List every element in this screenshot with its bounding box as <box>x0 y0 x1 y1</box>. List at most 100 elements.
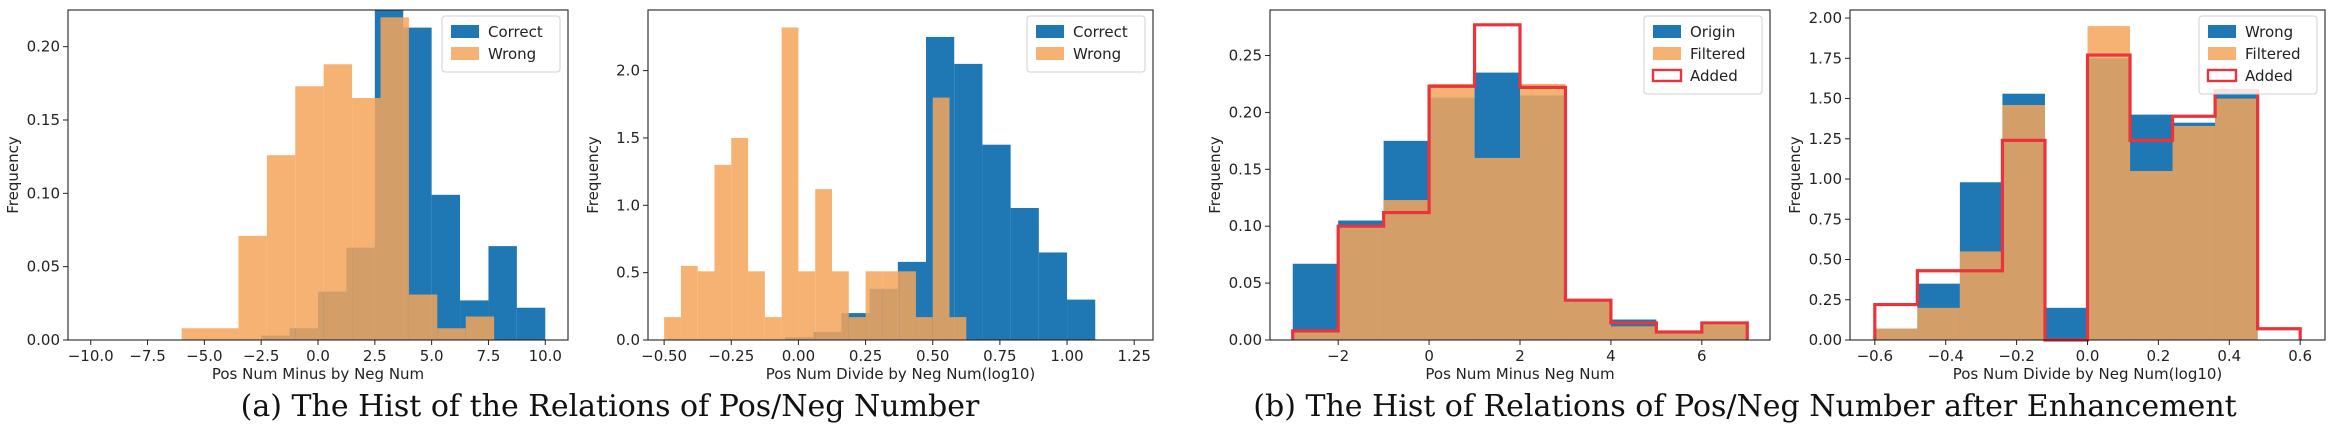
bar-correct-13 <box>1038 252 1068 340</box>
legend-swatch <box>451 47 479 60</box>
legend: Origin Filtered Added <box>1643 15 1763 95</box>
x-tick-label: 2 <box>1515 347 1525 365</box>
y-axis-label: Frequency <box>1786 136 1804 214</box>
legend-swatch <box>1036 47 1064 60</box>
bar-wrong-13 <box>882 271 900 340</box>
bar-filtered-0 <box>1292 330 1339 340</box>
y-tick-label: 2.00 <box>1809 9 1842 27</box>
bar-filtered-7 <box>2172 125 2216 340</box>
bar-filtered-1 <box>1338 226 1384 340</box>
bar-filtered-3 <box>1429 83 1475 340</box>
x-tick-label: −2.5 <box>243 347 279 365</box>
bar-filtered-1 <box>1917 307 1960 340</box>
x-tick-label: −10.0 <box>68 347 114 365</box>
bar-filtered-7 <box>1610 326 1657 340</box>
bar-filtered-8 <box>1656 330 1702 340</box>
legend-swatch <box>2208 47 2236 60</box>
bar-filtered-4 <box>1474 157 1520 340</box>
legend-label: Wrong <box>488 45 536 63</box>
y-tick-label: 1.0 <box>616 196 640 214</box>
bar-correct-11 <box>982 144 1011 340</box>
x-tick-label: 1.00 <box>1050 347 1083 365</box>
y-tick-label: 0.10 <box>1229 217 1262 235</box>
legend-label: Added <box>2245 67 2293 85</box>
bar-wrong-8 <box>798 271 816 340</box>
axes-frame <box>647 9 1154 341</box>
bar-filtered-6 <box>1565 300 1611 340</box>
legend-swatch <box>1036 25 1064 38</box>
legend: Correct Wrong <box>441 15 561 73</box>
plot-3: −2 0 2 4 6 0.00 0.05 0.10 0.15 0.20 0.25 Pos Num Mi… <box>1206 9 1771 383</box>
x-tick-label: 0.75 <box>983 347 1016 365</box>
legend-label: Filtered <box>2245 45 2301 63</box>
bar-wrong-15 <box>915 317 933 340</box>
x-tick-label: 0.0 <box>2076 347 2100 365</box>
legend-swatch <box>2208 25 2236 38</box>
bar-wrong-3 <box>714 164 732 340</box>
y-tick-label: 0.20 <box>27 38 60 56</box>
y-tick-label: 0.00 <box>27 331 60 349</box>
bar-filtered-5 <box>1520 83 1566 340</box>
bar-wrong-4 <box>295 86 324 341</box>
y-tick-label: 0.5 <box>616 264 640 282</box>
legend-label: Added <box>1690 67 1738 85</box>
x-tick-label: 0.0 <box>306 347 330 365</box>
bar-wrong-16 <box>932 97 950 340</box>
legend-swatch <box>1653 47 1681 60</box>
y-axis-label: Frequency <box>4 136 22 214</box>
x-tick-label: 0.2 <box>2146 347 2170 365</box>
bar-correct-15 <box>516 307 546 340</box>
x-axis-label: Pos Num Minus by Neg Num <box>212 365 424 383</box>
bar-wrong-7 <box>380 17 409 340</box>
bar-wrong-0 <box>181 328 211 340</box>
x-tick-label: −0.6 <box>1857 347 1893 365</box>
plot-2: −0.50 −0.25 0.00 0.25 0.50 0.75 1.00 1.25 0.0 0.5… <box>584 9 1154 383</box>
legend-swatch <box>451 25 479 38</box>
y-tick-label: 0.20 <box>1229 103 1262 121</box>
bar-filtered-3 <box>2002 104 2045 340</box>
y-tick-label: 1.50 <box>1809 90 1842 108</box>
y-tick-label: 1.00 <box>1809 170 1842 188</box>
x-axis-label: Pos Num Divide by Neg Num(log10) <box>766 365 1036 383</box>
y-axis-label: Frequency <box>1206 136 1224 214</box>
legend-label: Wrong <box>1073 45 1121 63</box>
bar-wrong-2 <box>697 271 715 340</box>
plot-4: −0.6 −0.4 −0.2 0.0 0.2 0.4 0.6 0.00 0.25 0.50 0.75… <box>1786 9 2326 383</box>
y-tick-label: 0.05 <box>1229 274 1262 292</box>
x-tick-label: 6 <box>1697 347 1707 365</box>
x-tick-label: 5.0 <box>420 347 444 365</box>
y-tick-label: 0.25 <box>1809 291 1842 309</box>
caption-b: (b) The Hist of Relations of Pos/Neg Num… <box>1253 389 2236 424</box>
y-axis-label: Frequency <box>584 136 602 214</box>
bar-wrong-5 <box>748 271 765 340</box>
bar-filtered-9 <box>1701 322 1748 340</box>
legend: Correct Wrong <box>1026 15 1146 73</box>
bar-filtered-8 <box>2215 98 2258 340</box>
x-tick-label: −2 <box>1327 347 1349 365</box>
step-added <box>1291 23 1749 340</box>
bar-wrong-4 <box>2044 307 2088 340</box>
bar-wrong-10 <box>465 316 495 340</box>
legend-label: Origin <box>1690 23 1735 41</box>
y-tick-label: 0.15 <box>27 111 60 129</box>
y-tick-label: 0.10 <box>27 184 60 202</box>
series-filtered <box>1874 26 2258 340</box>
x-tick-label: −5.0 <box>186 347 222 365</box>
x-tick-label: 1.25 <box>1117 347 1150 365</box>
bar-correct-14 <box>1067 299 1096 340</box>
legend-swatch <box>1651 68 1683 83</box>
y-tick-label: 0.15 <box>1229 160 1262 178</box>
x-tick-label: −7.5 <box>129 347 165 365</box>
bar-wrong-9 <box>815 189 833 340</box>
x-tick-label: −0.25 <box>708 347 754 365</box>
bar-wrong-14 <box>899 271 916 340</box>
bar-wrong-5 <box>323 64 353 341</box>
legend-label: Filtered <box>1690 45 1746 63</box>
y-tick-label: 0.75 <box>1809 210 1842 228</box>
bar-origin-0 <box>1292 263 1339 340</box>
series-wrong <box>181 17 495 341</box>
y-tick-label: 1.25 <box>1809 130 1842 148</box>
bar-wrong-8 <box>408 294 438 340</box>
bar-wrong-2 <box>238 235 267 340</box>
bar-wrong-3 <box>266 155 296 340</box>
